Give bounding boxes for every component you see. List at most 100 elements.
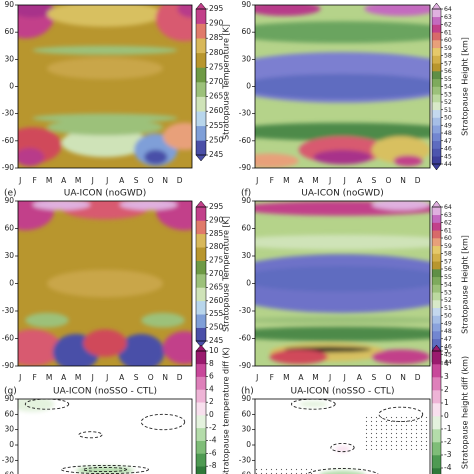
colorbar-swatch xyxy=(196,38,206,54)
colorbar-swatch xyxy=(196,96,206,112)
y-tick-label: 60 xyxy=(241,409,251,418)
colorbar-swatch xyxy=(196,376,206,390)
panel-title: UA-ICON (noGWD) xyxy=(301,189,383,199)
x-tick-label: J xyxy=(343,373,346,382)
contour-area xyxy=(18,329,62,366)
y-tick-label: 90 xyxy=(241,0,251,9)
contour-area xyxy=(255,122,430,141)
colorbar-tick-label: 60 xyxy=(444,235,452,242)
colorbar-swatch xyxy=(432,140,441,149)
y-tick-label: -60 xyxy=(239,334,251,343)
contour-area xyxy=(269,349,328,365)
colorbar-extend xyxy=(431,163,442,171)
colorbar-tick-label: 275 xyxy=(209,62,224,71)
contour-area xyxy=(47,5,163,27)
contour-area xyxy=(32,113,178,123)
colorbar-tick-label: 48 xyxy=(444,130,452,137)
colorbar-tick-label: 51 xyxy=(444,107,452,114)
colorbar-swatch xyxy=(432,117,441,126)
y-tick-label: 60 xyxy=(4,27,14,36)
colorbar-swatch xyxy=(432,468,441,474)
colorbar-swatch xyxy=(432,292,441,301)
colorbar-swatch xyxy=(196,440,206,454)
x-tick-label: S xyxy=(134,373,139,382)
colorbar-tick-label: 53 xyxy=(444,289,452,296)
contour-area xyxy=(255,21,430,44)
x-tick-label: M xyxy=(46,176,52,185)
colorbar-tick-label: 270 xyxy=(209,77,224,86)
colorbar-tick-label: 60 xyxy=(444,37,452,44)
x-tick-label: S xyxy=(371,373,376,382)
colorbar-swatch xyxy=(432,148,441,157)
colorbar-swatch xyxy=(432,94,441,103)
colorbar-tick-label: 245 xyxy=(209,150,224,159)
contour-line xyxy=(61,464,149,474)
x-tick-label: O xyxy=(385,373,391,382)
colorbar-tick-label: 260 xyxy=(209,296,224,305)
y-tick-label: 60 xyxy=(241,224,251,233)
x-tick-label: D xyxy=(177,373,183,382)
panel-title: UA-ICON (noSSO - CTL) xyxy=(53,387,157,397)
contour-line xyxy=(140,413,186,431)
colorbar-tick-label: -1 xyxy=(444,424,452,433)
y-tick-label: 0 xyxy=(9,279,14,288)
field-shapes xyxy=(255,5,430,168)
colorbar-swatch xyxy=(196,274,206,288)
contour-area xyxy=(298,401,328,408)
colorbar-tick-label: -3 xyxy=(444,450,452,459)
y-tick-label: 0 xyxy=(246,82,251,91)
colorbar-swatch xyxy=(432,71,441,80)
colorbar-swatch xyxy=(432,261,441,270)
contour-area xyxy=(255,73,430,100)
y-tick-label: 30 xyxy=(4,251,14,260)
colorbar-swatch xyxy=(432,403,441,417)
x-tick-label: J xyxy=(343,176,346,185)
colorbar-tick-label: 45 xyxy=(444,351,452,358)
colorbar-swatch xyxy=(432,40,441,49)
colorbar-tick-label: 62 xyxy=(444,220,452,227)
colorbar-tick-label: 5 xyxy=(444,346,449,355)
colorbar-tick-label: 54 xyxy=(444,282,452,289)
colorbar-swatch xyxy=(432,78,441,87)
x-tick-label: F xyxy=(270,373,274,382)
colorbar-tick-label: 52 xyxy=(444,99,452,106)
colorbar-swatch xyxy=(432,238,441,247)
x-tick-label: S xyxy=(134,176,139,185)
contour-line xyxy=(24,399,70,410)
y-tick-label: -90 xyxy=(2,361,14,370)
y-tick-label: -30 xyxy=(239,109,251,118)
colorbar-swatch xyxy=(196,207,206,221)
colorbar-label: Stratopause height diff (km) xyxy=(461,356,470,469)
colorbar-swatch xyxy=(196,9,206,24)
colorbar-swatch xyxy=(432,455,441,469)
colorbar-swatch xyxy=(196,363,206,377)
colorbar-swatch xyxy=(432,102,441,111)
contour-area xyxy=(83,329,127,357)
colorbar-swatch xyxy=(432,109,441,118)
contour-area xyxy=(118,333,165,366)
colorbar-swatch xyxy=(432,300,441,309)
colorbar-swatch xyxy=(196,300,206,315)
colorbar-tick-label: 10 xyxy=(209,346,219,355)
field-shapes xyxy=(18,201,192,366)
colorbar-swatch xyxy=(432,315,441,324)
panel-label: (h) xyxy=(241,387,254,397)
y-tick-label: 0 xyxy=(9,440,14,449)
contour-line xyxy=(78,431,103,439)
colorbar-swatch xyxy=(432,47,441,56)
x-tick-label: O xyxy=(385,176,391,185)
colorbar-swatch xyxy=(432,390,441,404)
colorbar-swatch xyxy=(196,466,206,474)
colorbar-swatch xyxy=(196,247,206,261)
colorbar-tick-label: 2 xyxy=(444,385,449,394)
colorbar-tick-label: 255 xyxy=(209,121,224,130)
colorbar-tick-label: 50 xyxy=(444,115,452,122)
contour-area xyxy=(177,5,192,18)
colorbar-extend xyxy=(195,2,207,10)
x-tick-label: D xyxy=(177,176,183,185)
colorbar-tick-label: -2 xyxy=(444,437,452,446)
x-tick-label: O xyxy=(148,176,154,185)
colorbar-swatch xyxy=(196,427,206,441)
contour-line xyxy=(291,399,336,410)
contour-area xyxy=(141,312,185,328)
